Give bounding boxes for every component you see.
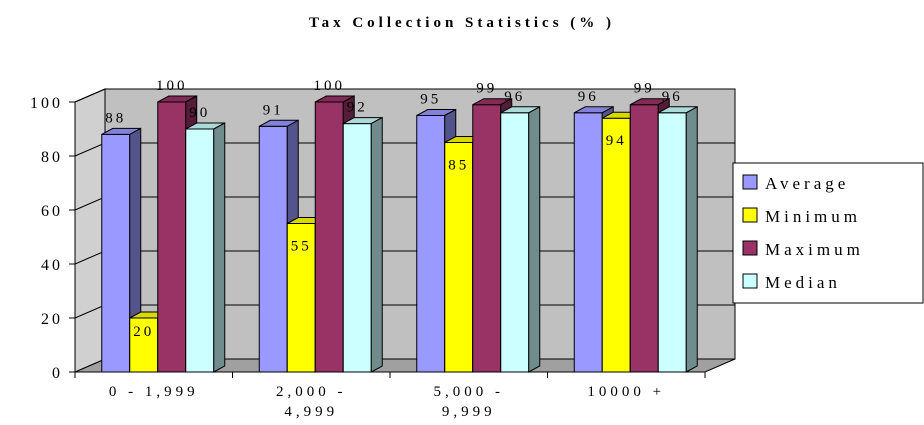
data-label: 55 — [291, 239, 312, 255]
bar-side — [685, 105, 698, 373]
y-tick-label: 20 — [41, 311, 63, 328]
x-tick-label: 9,999 — [442, 404, 496, 420]
legend-item: Median — [742, 273, 841, 292]
data-label: 99 — [634, 81, 655, 97]
side-wall — [74, 88, 106, 373]
legend-label: Median — [765, 273, 841, 292]
legend-label: Average — [765, 174, 849, 193]
data-label: 20 — [133, 324, 154, 340]
y-tick-label: 100 — [30, 95, 63, 112]
y-axis: 0 20 40 60 80 100 — [30, 95, 76, 382]
bar-front — [601, 117, 631, 373]
bar-side — [213, 122, 226, 373]
data-label: 85 — [448, 158, 469, 174]
bar — [185, 122, 226, 373]
y-tick-label: 80 — [41, 149, 63, 166]
legend-label: Minimum — [765, 207, 861, 226]
bar — [101, 127, 142, 373]
legend-swatch — [742, 207, 758, 223]
legend-box — [732, 162, 924, 304]
legend-swatch — [742, 273, 758, 289]
bar-front — [629, 104, 659, 373]
legend-swatch — [742, 174, 758, 190]
bar — [342, 116, 383, 373]
legend-label: Maximum — [765, 240, 864, 259]
x-tick-label: 5,000 - — [434, 384, 505, 400]
data-label: 100 — [314, 78, 346, 94]
bar-front — [500, 112, 530, 373]
legend-item: Maximum — [742, 240, 864, 259]
data-label: 95 — [420, 92, 441, 108]
bar-front — [444, 142, 474, 373]
legend-item: Minimum — [742, 207, 861, 226]
bar-side — [370, 116, 383, 373]
chart-title: Tax Collection Statistics (% ) — [309, 15, 615, 31]
bar-front — [258, 125, 288, 373]
x-tick-label: 4,999 — [284, 404, 338, 420]
y-tick-label: 60 — [41, 203, 63, 220]
bar-front — [185, 128, 215, 373]
bar-front — [657, 112, 687, 373]
bar-front — [314, 101, 344, 373]
x-tick-label: 2,000 - — [276, 384, 347, 400]
bar-front — [573, 112, 603, 373]
bar-front — [157, 101, 187, 373]
x-tick-label: 10000 + — [587, 384, 665, 400]
data-label: 99 — [476, 81, 497, 97]
data-label: 96 — [504, 89, 525, 105]
legend: Average Minimum Maximum Median — [732, 162, 924, 304]
gridline — [74, 88, 735, 103]
data-label: 92 — [347, 100, 368, 116]
bars — [101, 95, 698, 373]
bar-front — [342, 123, 372, 373]
x-axis: 0 - 1,999 2,000 - 4,999 5,000 - 9,999 10000 + — [74, 371, 706, 420]
data-label: 94 — [606, 133, 627, 149]
bar-front — [101, 133, 131, 373]
data-label: 88 — [105, 110, 126, 126]
y-tick-label: 40 — [41, 257, 63, 274]
data-label: 96 — [662, 89, 683, 105]
legend-item: Average — [742, 174, 849, 193]
bar-front — [286, 223, 316, 373]
bar — [500, 105, 541, 373]
x-tick-label: 0 - 1,999 — [109, 384, 199, 400]
legend-swatch — [742, 240, 758, 256]
bar-front — [416, 115, 446, 373]
data-label: 100 — [156, 78, 188, 94]
bar-front — [472, 104, 502, 373]
data-label: 91 — [263, 102, 284, 118]
y-tick-label: 0 — [52, 365, 63, 382]
bar-front — [129, 317, 159, 373]
data-label: 90 — [189, 105, 210, 121]
bar-side — [528, 105, 541, 373]
bar — [657, 105, 698, 373]
data-label: 96 — [578, 89, 599, 105]
